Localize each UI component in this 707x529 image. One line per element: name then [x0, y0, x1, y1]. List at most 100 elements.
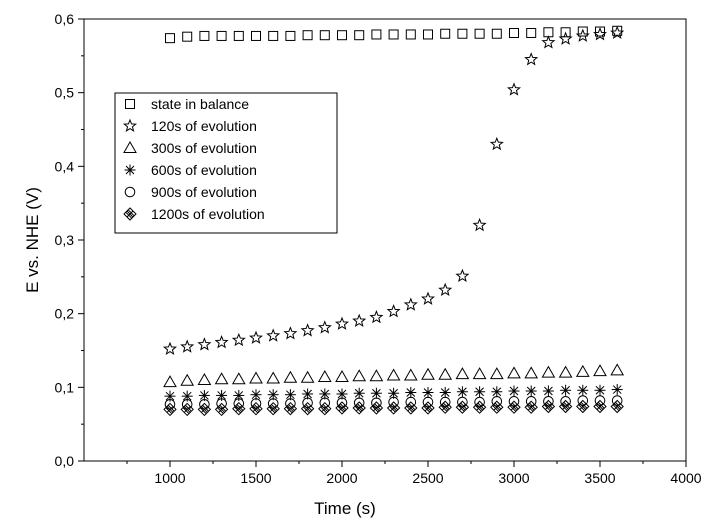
data-point: [181, 390, 193, 402]
legend-box: [114, 92, 338, 234]
legend-marker-circle: [124, 186, 136, 198]
data-point: [423, 29, 433, 40]
data-point: [440, 28, 451, 39]
data-point: [541, 399, 556, 414]
data-point: [474, 386, 486, 398]
data-point: [508, 385, 520, 397]
data-point: [404, 401, 418, 415]
data-point: [369, 401, 384, 415]
data-point: [421, 367, 435, 380]
data-point: [593, 399, 607, 414]
data-point: [490, 400, 504, 414]
data-point: [317, 370, 332, 383]
series-star: [162, 25, 625, 355]
data-point: [610, 363, 625, 376]
data-point: [525, 396, 537, 407]
data-point: [472, 400, 487, 414]
data-point: [337, 30, 347, 41]
y-tick-label: 0,2: [55, 306, 75, 322]
data-point: [318, 401, 332, 416]
data-point: [386, 368, 401, 381]
data-point: [354, 30, 365, 41]
data-point: [524, 400, 538, 414]
x-tick-label: 2500: [412, 470, 443, 486]
data-point: [369, 309, 384, 324]
x-axis-label: Time (s): [314, 499, 376, 518]
data-point: [369, 369, 384, 382]
data-point: [558, 365, 573, 378]
data-point: [420, 291, 436, 305]
data-point: [577, 384, 589, 396]
data-point: [474, 28, 485, 39]
series-square: [165, 25, 623, 44]
data-point: [165, 33, 175, 44]
data-point: [319, 30, 330, 41]
series-asterisk: [164, 384, 623, 402]
data-point: [302, 388, 314, 400]
data-point: [560, 27, 571, 38]
data-point: [319, 388, 331, 400]
data-point: [611, 384, 623, 396]
data-point: [422, 386, 434, 398]
data-point: [214, 402, 229, 417]
data-point: [249, 371, 263, 384]
data-point: [491, 386, 503, 398]
data-point: [403, 297, 418, 311]
data-point: [610, 399, 624, 414]
y-tick-label: 0,0: [55, 453, 75, 469]
data-point: [507, 400, 521, 414]
data-point: [508, 396, 520, 407]
data-point: [455, 268, 470, 283]
data-point: [388, 396, 399, 408]
data-point: [457, 28, 468, 39]
legend-marker-square: [125, 99, 135, 109]
y-tick-label: 0,5: [55, 85, 75, 101]
data-point: [197, 337, 212, 351]
data-point: [594, 384, 606, 396]
legend-marker-crossed-diamond: [123, 207, 137, 221]
x-tick-label: 1500: [240, 470, 271, 486]
data-point: [388, 29, 399, 40]
ticks-layer: 1000 1500 2000 2500 3000 3500 4000 0,0 0,1 0,2 0,3…: [55, 11, 702, 486]
data-point: [438, 400, 452, 414]
data-point: [456, 386, 468, 398]
data-point: [558, 31, 573, 45]
data-point: [610, 25, 625, 39]
legend: state in balance 120s of evolution 300s of…: [122, 96, 265, 222]
y-axis-label: E vs. NHE (V): [23, 187, 42, 293]
data-point: [335, 370, 349, 383]
data-point: [507, 366, 521, 379]
data-point: [575, 364, 590, 377]
data-point: [577, 26, 588, 37]
data-point: [526, 27, 537, 38]
legend-label: 120s of evolution: [151, 118, 257, 134]
data-point: [283, 370, 298, 383]
data-point: [405, 396, 417, 408]
data-point: [489, 367, 504, 380]
data-point: [231, 372, 246, 385]
x-tick-label: 2000: [326, 470, 357, 486]
data-point: [266, 401, 280, 416]
data-point: [231, 332, 246, 347]
data-point: [352, 401, 366, 415]
data-point: [352, 313, 367, 328]
data-point: [335, 401, 349, 415]
data-point: [403, 368, 418, 381]
data-point: [232, 401, 246, 416]
data-point: [611, 395, 623, 406]
data-point: [455, 367, 470, 380]
data-point: [163, 402, 177, 417]
data-point: [506, 82, 522, 96]
data-point: [491, 28, 502, 39]
data-point: [472, 217, 487, 232]
data-point: [422, 396, 434, 408]
data-point: [439, 386, 451, 398]
data-point: [302, 30, 313, 41]
x-tick-label: 3500: [584, 470, 615, 486]
data-point: [542, 385, 554, 397]
x-tick-label: 3000: [498, 470, 529, 486]
data-point: [317, 320, 332, 334]
data-point: [371, 29, 382, 40]
series-triangle: [163, 363, 625, 388]
legend-label: 1200s of evolution: [151, 206, 265, 222]
